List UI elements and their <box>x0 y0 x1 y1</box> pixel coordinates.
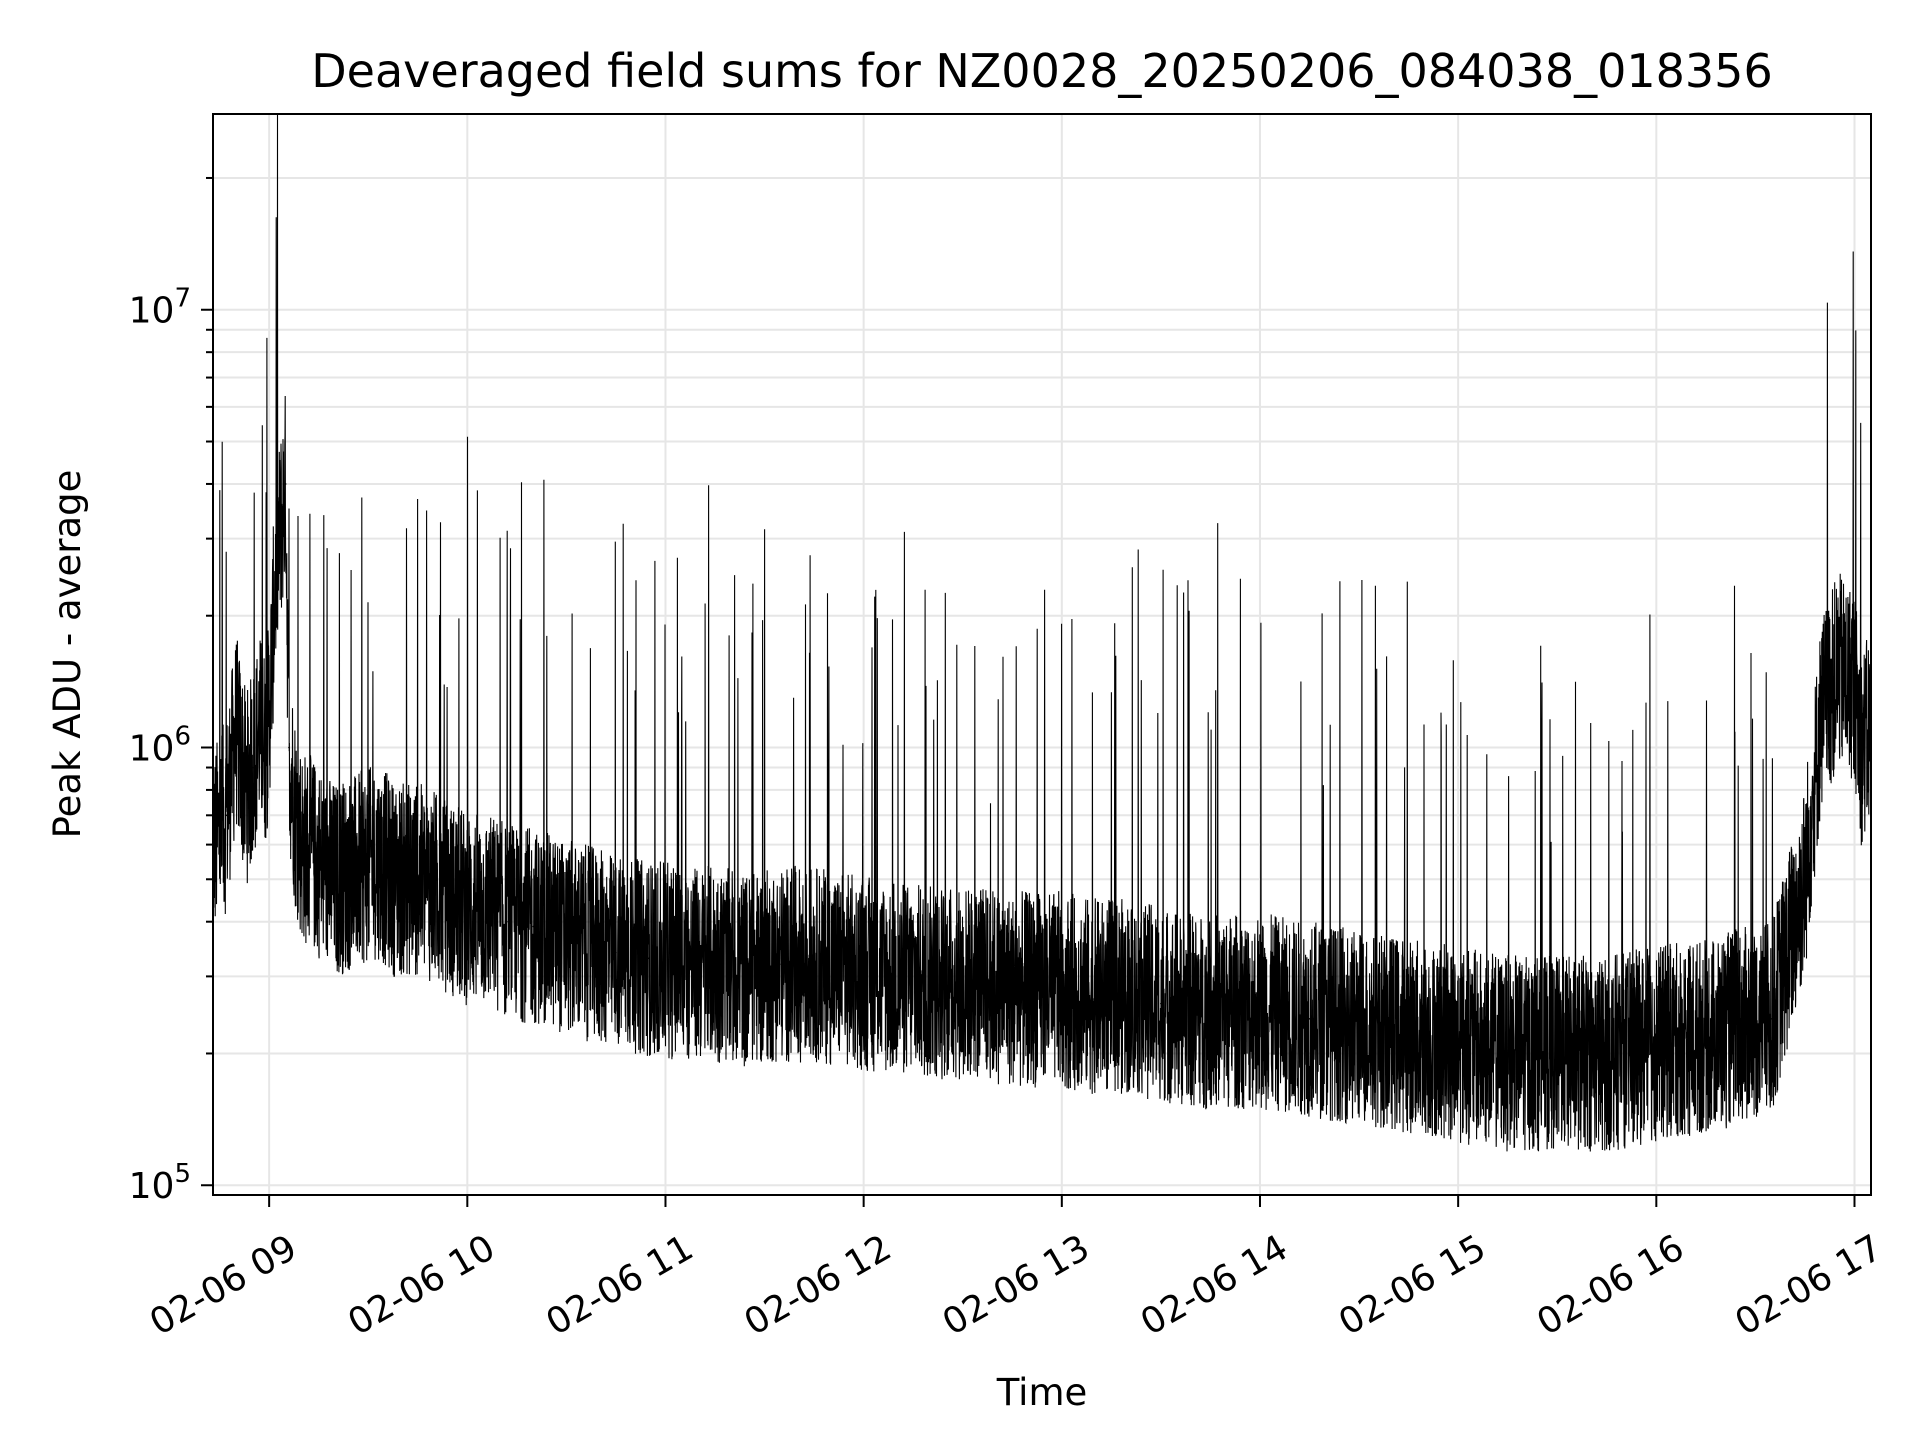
data-point <box>1820 712 1823 714</box>
data-point <box>1094 995 1096 998</box>
data-point <box>598 946 601 948</box>
data-point <box>1605 1052 1608 1055</box>
data-point <box>433 886 436 888</box>
data-point <box>1308 1018 1311 1020</box>
data-point <box>377 860 379 862</box>
y-tick-exponent: 7 <box>174 284 191 314</box>
data-point <box>1259 1010 1261 1012</box>
y-axis-label: Peak ADU - average <box>46 470 89 839</box>
y-tick-exponent: 6 <box>174 721 191 751</box>
data-point <box>565 935 568 938</box>
data-point <box>687 963 690 965</box>
y-tick-label: 105 <box>129 1159 191 1207</box>
data-point <box>258 728 261 731</box>
data-point <box>265 746 267 749</box>
data-point <box>506 920 508 923</box>
data-point <box>294 814 297 817</box>
data-point <box>1771 1018 1773 1020</box>
data-point <box>301 843 303 846</box>
data-point <box>1127 995 1129 998</box>
data-point <box>879 975 881 978</box>
data-point <box>284 483 287 485</box>
y-tick-exponent: 5 <box>174 1159 191 1189</box>
data-point <box>1556 1052 1559 1055</box>
data-point <box>1457 1043 1459 1045</box>
series-layer <box>212 113 1872 1152</box>
data-point <box>466 907 469 909</box>
y-tick-label: 107 <box>129 284 191 332</box>
data-point <box>245 789 247 791</box>
data-point <box>492 911 495 914</box>
data-point <box>1011 988 1014 991</box>
series-line <box>212 113 1872 1152</box>
data-point <box>413 878 416 881</box>
y-tick-base: 10 <box>129 728 175 769</box>
data-point <box>532 925 535 928</box>
data-point <box>334 878 337 881</box>
data-point <box>648 957 650 960</box>
data-point <box>747 969 749 971</box>
y-tick-label: 106 <box>129 721 191 769</box>
data-point <box>978 982 981 984</box>
data-point <box>1160 1002 1162 1005</box>
data-point <box>1853 682 1856 685</box>
y-tick-base: 10 <box>129 291 175 332</box>
data-point <box>235 728 237 731</box>
data-point <box>1061 988 1063 991</box>
data-point <box>1837 669 1839 672</box>
data-point <box>251 766 254 769</box>
data-point <box>274 572 277 575</box>
data-point <box>450 898 452 901</box>
x-axis-label: Time <box>996 1371 1088 1414</box>
data-point <box>1655 1043 1658 1045</box>
data-point <box>1358 1026 1360 1028</box>
data-point <box>288 746 290 749</box>
data-point <box>225 814 228 817</box>
data-point <box>714 963 716 965</box>
plot-area <box>212 113 1872 1196</box>
data-point <box>1738 1026 1740 1028</box>
data-point <box>317 860 320 862</box>
data-point <box>813 963 815 965</box>
data-point <box>268 712 270 714</box>
y-tick-base: 10 <box>129 1166 175 1207</box>
data-point <box>354 871 356 873</box>
data-point <box>780 963 782 965</box>
data-point <box>1407 1034 1410 1037</box>
data-point <box>1226 1010 1228 1012</box>
grid <box>213 114 1871 1195</box>
data-point <box>1860 746 1862 749</box>
data-point <box>1804 878 1806 881</box>
data-point <box>615 951 617 954</box>
data-point <box>393 878 396 881</box>
data-point <box>928 982 931 984</box>
data-point <box>1506 1052 1509 1055</box>
data-point <box>1705 1034 1707 1037</box>
data-point <box>1193 1010 1195 1012</box>
data-point <box>846 969 848 971</box>
chart-title: Deaveraged field sums for NZ0028_2025020… <box>311 44 1772 98</box>
